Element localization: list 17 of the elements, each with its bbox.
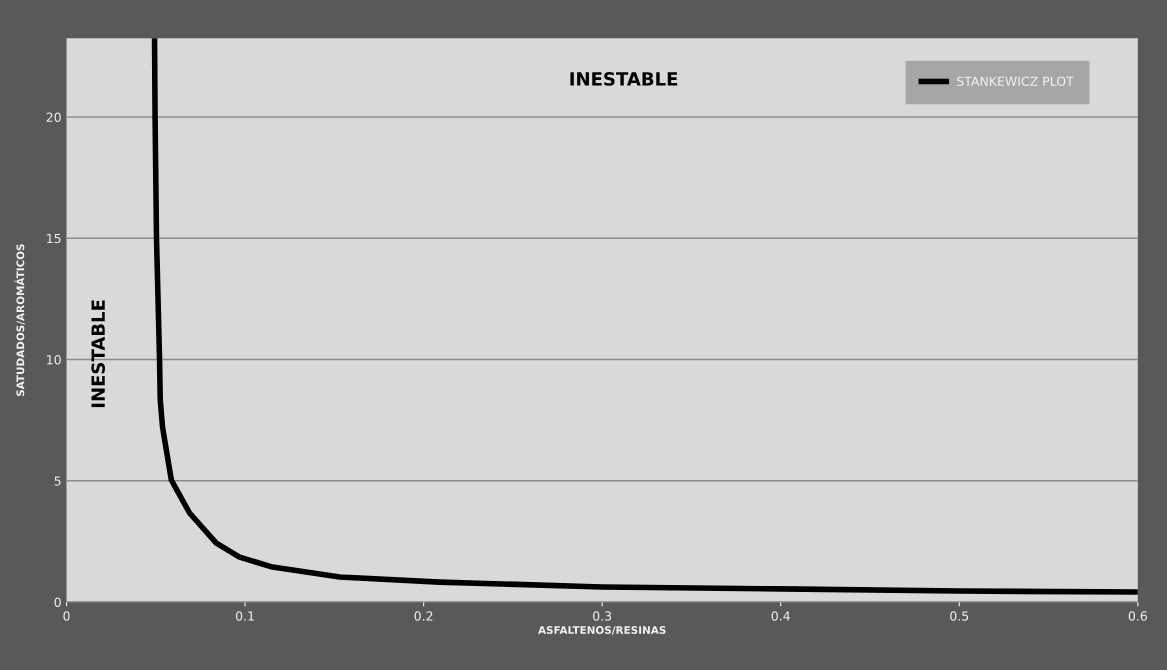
x-tick-label: 0.1 — [235, 611, 254, 621]
y-tick-label: 15 — [47, 233, 61, 244]
x-tick-label: 0.3 — [593, 611, 612, 621]
x-tick-label: 0.2 — [414, 611, 433, 621]
y-tick-label: 20 — [46, 112, 61, 122]
x-tick-label: 0 — [63, 611, 70, 621]
x-tick-label: 0.4 — [771, 611, 790, 621]
y-tick-label: 10 — [47, 354, 61, 365]
y-axis-title: SATUDADOS/AROMÁTICOS — [14, 244, 26, 397]
y-tick-label: 0 — [54, 597, 61, 607]
x-tick-label: 0.5 — [950, 611, 969, 621]
legend-label: STANKEWICZ PLOT — [957, 76, 1074, 87]
x-axis-title: ASFALTENOS/RESINAS — [538, 626, 666, 635]
x-tick-label: 0.6 — [1128, 611, 1147, 621]
annotation: INESTABLE — [91, 300, 105, 408]
annotation: INESTABLE — [570, 72, 678, 86]
y-tick-label: 5 — [54, 476, 61, 486]
